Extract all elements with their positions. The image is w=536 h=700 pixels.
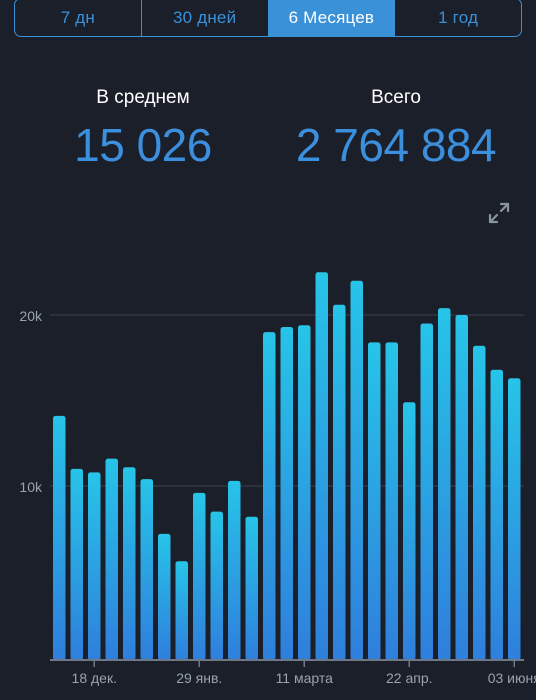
bar bbox=[368, 342, 381, 660]
y-tick-label: 10k bbox=[19, 479, 43, 495]
tab-30-days[interactable]: 30 дней bbox=[142, 0, 269, 36]
bar bbox=[70, 468, 83, 660]
average-stat: В среднем 15 026 bbox=[60, 86, 226, 172]
bar bbox=[263, 332, 276, 660]
bar bbox=[53, 415, 66, 660]
bar bbox=[105, 458, 118, 660]
x-tick-label: 22 апр. bbox=[386, 670, 433, 686]
bar bbox=[420, 323, 433, 660]
bar bbox=[350, 280, 363, 660]
bar bbox=[403, 402, 416, 660]
bar bbox=[438, 308, 451, 660]
steps-bar-chart: 10k 20k 18 дек. 29 янв. 11 марта 22 апр. 03 и… bbox=[19, 272, 536, 686]
x-tick-label: 18 дек. bbox=[72, 670, 117, 686]
x-tick-label: 03 июня bbox=[488, 670, 536, 686]
average-value: 15 026 bbox=[74, 119, 212, 171]
total-value: 2 764 884 bbox=[295, 119, 497, 171]
bar bbox=[123, 467, 136, 660]
bar bbox=[455, 315, 468, 660]
bar bbox=[175, 561, 188, 660]
bar bbox=[385, 342, 398, 660]
bar bbox=[228, 480, 241, 660]
bar bbox=[245, 516, 258, 660]
bar bbox=[298, 325, 311, 660]
tab-6-months[interactable]: 6 Месяцев bbox=[268, 0, 396, 36]
bar bbox=[158, 533, 171, 660]
bar bbox=[315, 272, 328, 660]
bar bbox=[193, 492, 206, 660]
bar bbox=[88, 472, 101, 660]
bar bbox=[490, 369, 503, 660]
tab-7-days[interactable]: 7 дн bbox=[15, 0, 142, 36]
bar bbox=[210, 511, 223, 660]
x-tick-label: 29 янв. bbox=[176, 670, 222, 686]
bar bbox=[333, 304, 346, 660]
total-label: Всего bbox=[371, 87, 421, 108]
bar bbox=[280, 326, 293, 660]
period-segmented-control: 7 дн 30 дней 6 Месяцев 1 год bbox=[14, 0, 522, 37]
average-label: В среднем bbox=[96, 87, 190, 108]
tab-1-year[interactable]: 1 год bbox=[438, 7, 479, 27]
expand-arrows-icon[interactable] bbox=[486, 200, 512, 226]
x-tick-label: 11 марта bbox=[276, 670, 334, 686]
bar bbox=[508, 378, 521, 660]
bar bbox=[140, 479, 153, 660]
y-tick-label: 20k bbox=[19, 308, 43, 324]
total-stat: Всего 2 764 884 bbox=[286, 86, 506, 172]
bar bbox=[473, 345, 486, 660]
